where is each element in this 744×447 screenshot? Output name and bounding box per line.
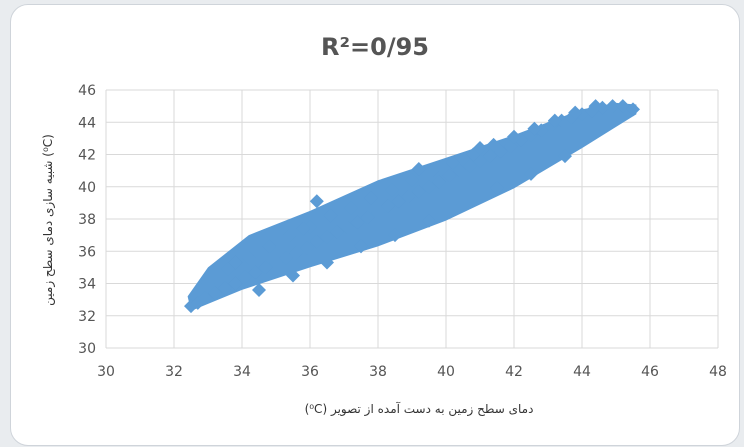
data-point bbox=[401, 189, 416, 204]
x-tick-label: 30 bbox=[97, 364, 115, 380]
data-point bbox=[252, 282, 266, 297]
data-point bbox=[282, 228, 297, 243]
x-tick-label: 36 bbox=[301, 364, 319, 380]
data-point bbox=[218, 281, 232, 296]
x-axis-label: دمای سطح زمین به دست آمده از تصویر (⁰C) bbox=[305, 401, 534, 417]
data-point bbox=[330, 224, 345, 239]
y-tick-label: 46 bbox=[78, 83, 96, 99]
data-points bbox=[184, 99, 640, 314]
y-axis-label: (⁰C) شبیه سازی دمای سطح زمین bbox=[41, 134, 56, 306]
data-point bbox=[309, 234, 324, 249]
data-point bbox=[432, 174, 447, 189]
data-point bbox=[343, 200, 358, 215]
data-point bbox=[425, 163, 440, 178]
data-point bbox=[558, 149, 572, 164]
data-point bbox=[388, 228, 402, 243]
x-tick-label: 48 bbox=[709, 364, 727, 380]
data-point bbox=[445, 155, 460, 170]
data-point bbox=[547, 113, 562, 128]
y-tick-label: 36 bbox=[78, 244, 96, 260]
data-point bbox=[405, 173, 419, 188]
x-tick-label: 34 bbox=[233, 364, 251, 380]
data-point bbox=[279, 250, 294, 265]
data-point bbox=[228, 276, 243, 291]
x-tick-label: 46 bbox=[641, 364, 659, 380]
data-point bbox=[486, 137, 501, 152]
data-point bbox=[442, 168, 457, 183]
x-tick-label: 42 bbox=[505, 364, 523, 380]
data-point bbox=[626, 102, 640, 117]
data-point bbox=[568, 105, 583, 120]
data-point bbox=[456, 197, 470, 212]
data-point bbox=[354, 239, 368, 254]
data-point bbox=[197, 291, 212, 306]
y-tick-labels: 30 32 34 36 38 40 42 44 46 bbox=[78, 83, 96, 357]
data-point bbox=[309, 194, 324, 209]
data-point bbox=[490, 181, 504, 196]
data-point bbox=[320, 255, 334, 270]
y-tick-label: 40 bbox=[78, 180, 96, 196]
data-point bbox=[296, 221, 311, 236]
data-point bbox=[350, 215, 365, 230]
data-point bbox=[248, 265, 263, 280]
data-point bbox=[422, 179, 436, 194]
data-point bbox=[360, 210, 375, 225]
data-point bbox=[411, 184, 426, 199]
point-cloud bbox=[187, 102, 637, 311]
data-point bbox=[462, 158, 477, 173]
data-point bbox=[323, 208, 338, 223]
data-point bbox=[286, 268, 300, 283]
data-point bbox=[605, 99, 620, 114]
data-point bbox=[269, 255, 283, 270]
data-point bbox=[207, 286, 222, 301]
data-point bbox=[588, 99, 603, 114]
data-point bbox=[483, 149, 498, 164]
data-point bbox=[364, 191, 379, 206]
y-tick-label: 44 bbox=[78, 115, 96, 131]
y-tick-label: 30 bbox=[78, 341, 96, 357]
x-tick-label: 38 bbox=[369, 364, 387, 380]
data-point bbox=[299, 241, 314, 256]
data-point bbox=[320, 229, 334, 244]
x-tick-label: 32 bbox=[165, 364, 183, 380]
data-point bbox=[381, 199, 396, 214]
data-point bbox=[524, 166, 538, 181]
data-point bbox=[340, 220, 355, 235]
data-point bbox=[527, 121, 542, 136]
data-point bbox=[289, 245, 304, 260]
data-point bbox=[238, 270, 253, 285]
data-point bbox=[371, 205, 385, 220]
chart-title: R²=0/95 bbox=[321, 33, 429, 61]
data-point bbox=[422, 213, 436, 228]
data-point bbox=[452, 163, 467, 178]
x-tick-label: 40 bbox=[437, 364, 455, 380]
data-point bbox=[241, 250, 256, 265]
data-point bbox=[258, 260, 273, 275]
y-tick-label: 34 bbox=[78, 277, 96, 293]
data-point bbox=[391, 194, 406, 209]
x-tick-label: 44 bbox=[573, 364, 591, 380]
y-tick-label: 42 bbox=[78, 148, 96, 164]
data-point bbox=[473, 141, 487, 156]
data-point bbox=[262, 239, 277, 254]
data-point bbox=[201, 276, 215, 291]
data-point bbox=[384, 182, 399, 197]
data-point bbox=[507, 129, 521, 144]
y-tick-label: 32 bbox=[78, 309, 96, 325]
y-tick-label: 38 bbox=[78, 212, 96, 228]
data-point bbox=[411, 162, 426, 177]
data-point bbox=[228, 255, 243, 270]
x-tick-labels: 30 32 34 36 38 40 42 44 46 48 bbox=[97, 364, 727, 380]
